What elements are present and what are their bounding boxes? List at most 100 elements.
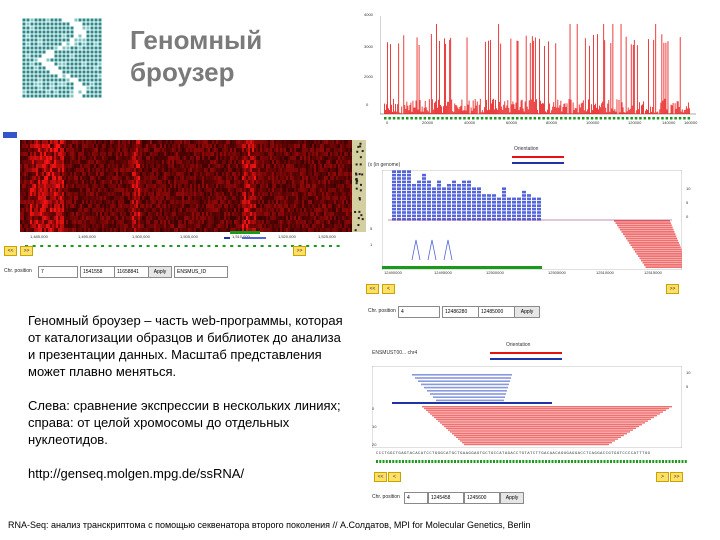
nav-back-button[interactable]: << (374, 472, 387, 482)
coverage-bar (411, 111, 413, 114)
coverage-bar (471, 110, 473, 114)
coverage-bar (573, 110, 575, 114)
gene-marker (621, 117, 625, 120)
gene-feature (382, 266, 542, 269)
coverage-bar (518, 110, 520, 114)
coverage-bar (500, 43, 502, 114)
read-segment (402, 204, 406, 207)
gene-marker (590, 117, 594, 120)
gene-marker (441, 117, 444, 120)
gene-marker (524, 117, 528, 120)
coverage-bar (634, 113, 636, 114)
coverage-bar (570, 99, 572, 114)
read-segment (452, 214, 456, 218)
start-position-input[interactable]: 1541558 (80, 266, 116, 278)
coverage-bar (623, 112, 625, 114)
read-segment (502, 207, 506, 211)
legend-reverse-arrow (490, 358, 562, 360)
coverage-bar (657, 111, 659, 114)
gene-marker (78, 245, 82, 247)
nav-back-button[interactable]: << (4, 246, 17, 256)
read-segment (482, 214, 486, 218)
base-marker (509, 460, 512, 463)
end-position-input[interactable]: 12485000 (478, 306, 516, 318)
nucleotide-sequence: CCCTGGCTGAGTACACATCCTGGGCATGCTGAAGGAGTGC… (376, 452, 651, 456)
read-segment (402, 207, 406, 211)
read-segment (417, 187, 421, 190)
read-segment (412, 204, 416, 207)
nav-forward-button[interactable]: >> (20, 246, 33, 256)
gene-id-input[interactable]: ENSMUS_ID (174, 266, 228, 278)
read-segment (462, 442, 612, 444)
read-segment (462, 218, 466, 221)
read-segment (427, 194, 431, 197)
gene-marker (70, 245, 74, 247)
chromosome-select[interactable]: 4 (398, 306, 440, 318)
base-marker (395, 460, 398, 463)
read-segment (392, 194, 396, 197)
gene-marker (538, 117, 541, 120)
read-segment (442, 190, 446, 194)
gene-marker (215, 245, 218, 247)
gene-marker (93, 245, 97, 247)
nav-forward-right-button[interactable]: >> (293, 246, 306, 256)
read-segment (402, 173, 406, 177)
read-segment (644, 264, 682, 266)
gene-marker (630, 117, 633, 120)
base-marker (587, 460, 590, 463)
coverage-bar (557, 99, 559, 114)
read-segment (527, 201, 531, 204)
end-position-input[interactable]: 1245600 (464, 492, 500, 504)
base-marker (525, 460, 528, 463)
read-segment (392, 173, 396, 177)
read-segment (432, 194, 436, 197)
coverage-bar (489, 109, 490, 114)
start-position-input[interactable]: 1245458 (428, 492, 464, 504)
read-segment (442, 207, 446, 211)
coverage-bar (516, 40, 518, 114)
base-marker (593, 460, 596, 463)
apply-button[interactable]: Apply (500, 492, 524, 504)
chromosome-select[interactable]: 4 (404, 492, 428, 504)
description: Геномный броузер – часть web-программы, … (28, 312, 348, 499)
read-segment (457, 218, 461, 221)
base-marker (398, 460, 401, 463)
gene-region-panel: Orientation (x (in genome) 10 5 0 5 1 12… (364, 140, 700, 318)
end-position-input[interactable]: 11658841 (114, 266, 150, 278)
nav-forward-button[interactable]: >> (670, 472, 683, 482)
nav-back-button[interactable]: << (366, 284, 379, 294)
apply-button[interactable]: Apply (148, 266, 172, 278)
gene-marker (608, 117, 611, 120)
coverage-bar (650, 106, 652, 114)
start-position-input[interactable]: 12486280 (442, 306, 480, 318)
read-segment (507, 214, 511, 218)
coverage-bar (678, 106, 680, 114)
coverage-bar (442, 112, 443, 114)
coverage-bar (629, 108, 631, 114)
read-segment (442, 187, 446, 190)
gene-marker (397, 117, 400, 120)
coverage-bar (472, 100, 474, 114)
read-segment (437, 211, 441, 214)
coverage-bar (548, 41, 550, 114)
coverage-bar (429, 112, 431, 114)
gene-marker (116, 245, 120, 247)
read-segment (432, 214, 436, 218)
coverage-bar (446, 105, 448, 114)
nav-step-forward-button[interactable]: > (656, 472, 669, 482)
apply-button[interactable]: Apply (514, 306, 540, 318)
read-segment (487, 218, 491, 221)
coverage-bar (621, 102, 623, 114)
read-segment (447, 218, 451, 221)
project-url[interactable]: http://genseq.molgen.mpg.de/ssRNA/ (28, 466, 245, 481)
read-segment (432, 190, 436, 194)
chromosome-select[interactable]: 7 (38, 266, 78, 278)
nav-step-back-button[interactable]: < (382, 284, 395, 294)
coverage-bar (686, 108, 688, 114)
read-segment (397, 207, 401, 211)
coverage-bar (438, 99, 439, 114)
coverage-bar (532, 40, 534, 114)
gene-marker (423, 117, 427, 120)
nav-step-back-button[interactable]: < (388, 472, 401, 482)
nav-forward-button[interactable]: >> (666, 284, 679, 294)
